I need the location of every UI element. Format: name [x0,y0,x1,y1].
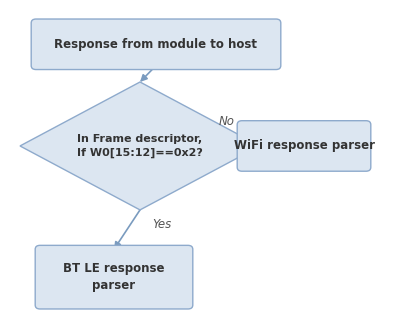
Text: No: No [218,115,234,128]
Text: In Frame descriptor,
If W0[15:12]==0x2?: In Frame descriptor, If W0[15:12]==0x2? [77,134,203,158]
Text: Response from module to host: Response from module to host [54,38,258,51]
FancyBboxPatch shape [35,245,193,309]
FancyBboxPatch shape [237,121,371,171]
Text: WiFi response parser: WiFi response parser [234,139,374,153]
Text: Yes: Yes [152,218,171,231]
FancyBboxPatch shape [31,19,281,70]
Polygon shape [20,82,260,210]
Text: BT LE response
parser: BT LE response parser [63,262,165,292]
